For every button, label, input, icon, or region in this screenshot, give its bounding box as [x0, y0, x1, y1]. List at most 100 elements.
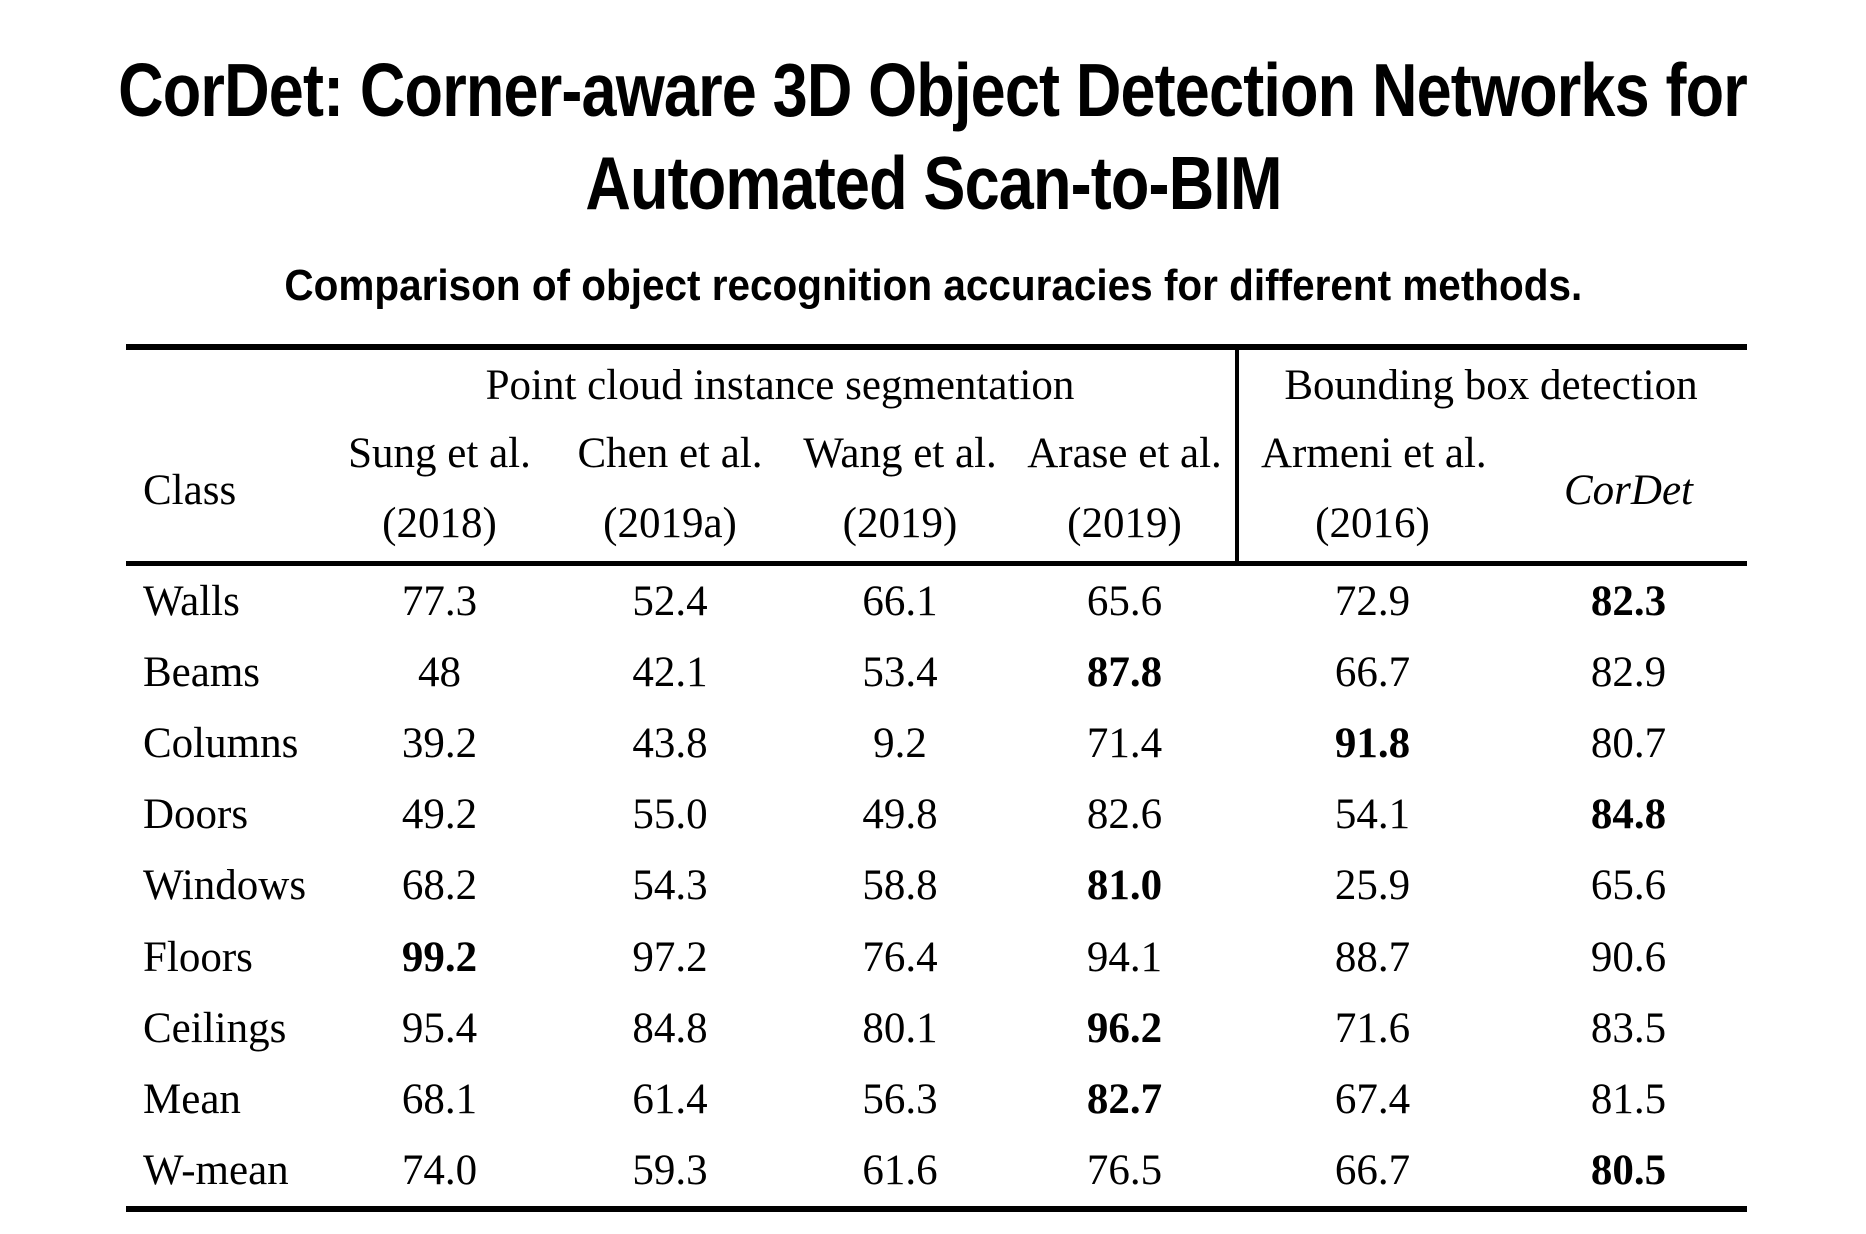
paper-title-line-2: Automated Scan-to-BIM [0, 133, 1866, 233]
paper-title-line-2-text: Automated Scan-to-BIM [584, 141, 1282, 225]
table-row: Windows 68.2 54.3 58.8 81.0 25.9 65.6 [126, 850, 1747, 921]
method-year: (2018) [382, 500, 497, 547]
class-cell: W-mean [143, 1146, 289, 1194]
method-name: Sung et al. [348, 429, 531, 477]
value-cell: 71.4 [1086, 720, 1163, 768]
value-cell: 49.8 [862, 791, 938, 839]
column-header-cordet: CorDet [1564, 467, 1693, 514]
value-cell: 91.8 [1334, 720, 1411, 768]
class-cell: Doors [143, 791, 249, 839]
class-cell: Walls [143, 578, 240, 626]
column-group-segmentation: Point cloud instance segmentation [485, 361, 1075, 409]
value-cell: 56.3 [862, 1075, 938, 1123]
class-cell: Windows [143, 862, 307, 910]
value-cell: 66.7 [1334, 1146, 1411, 1194]
method-name: Arase et al. [1027, 429, 1222, 477]
results-table: Point cloud instance segmentation Boundi… [126, 344, 1747, 1212]
table-row: Columns 39.2 43.8 9.2 71.4 91.8 80.7 [126, 708, 1747, 779]
class-cell: Columns [143, 720, 299, 768]
value-cell: 52.4 [632, 578, 708, 626]
table-row: Walls 77.3 52.4 66.1 65.6 72.9 82.3 [126, 566, 1747, 637]
value-cell: 82.6 [1086, 791, 1163, 839]
value-cell: 96.2 [1086, 1004, 1163, 1052]
value-cell: 61.6 [862, 1146, 938, 1194]
value-cell: 66.7 [1334, 649, 1411, 697]
method-year: (2019a) [603, 500, 737, 547]
value-cell: 82.9 [1590, 649, 1667, 697]
value-cell: 42.1 [632, 649, 708, 697]
value-cell: 55.0 [632, 791, 708, 839]
value-cell: 87.8 [1086, 649, 1163, 697]
table-row: Mean 68.1 61.4 56.3 82.7 67.4 81.5 [126, 1064, 1747, 1135]
table-row: Ceilings 95.4 84.8 80.1 96.2 71.6 83.5 [126, 993, 1747, 1064]
value-cell: 65.6 [1086, 578, 1163, 626]
table-row: W-mean 74.0 59.3 61.6 76.5 66.7 80.5 [126, 1135, 1747, 1206]
value-cell: 65.6 [1590, 862, 1667, 910]
value-cell: 67.4 [1334, 1075, 1411, 1123]
header-vertical-divider [1235, 350, 1239, 561]
class-cell: Floors [143, 933, 253, 981]
method-year: (2019) [1067, 500, 1182, 547]
value-cell: 84.8 [632, 1004, 708, 1052]
value-cell: 43.8 [632, 720, 708, 768]
table-row: Doors 49.2 55.0 49.8 82.6 54.1 84.8 [126, 779, 1747, 850]
column-header-chen: Chen et al. (2019a) [554, 420, 786, 561]
method-year: (2016) [1315, 500, 1430, 547]
value-cell: 94.1 [1086, 933, 1163, 981]
value-cell: 83.5 [1590, 1004, 1667, 1052]
value-cell: 48 [418, 649, 461, 697]
value-cell: 76.4 [862, 933, 938, 981]
column-header-armeni: Armeni et al. (2016) [1235, 420, 1510, 561]
table-row: Floors 99.2 97.2 76.4 94.1 88.7 90.6 [126, 921, 1747, 992]
value-cell: 59.3 [632, 1146, 708, 1194]
value-cell: 80.7 [1590, 720, 1667, 768]
value-cell: 54.3 [632, 862, 708, 910]
class-cell: Mean [143, 1075, 241, 1123]
column-header-arase: Arase et al. (2019) [1014, 420, 1235, 561]
table-body: Walls 77.3 52.4 66.1 65.6 72.9 82.3 Beam… [126, 566, 1747, 1206]
value-cell: 39.2 [401, 720, 478, 768]
method-name: Armeni et al. [1261, 429, 1487, 477]
value-cell: 49.2 [401, 791, 478, 839]
value-cell: 81.5 [1590, 1075, 1667, 1123]
value-cell: 66.1 [862, 578, 938, 626]
value-cell: 25.9 [1334, 862, 1411, 910]
method-name: Wang et al. [803, 429, 997, 477]
value-cell: 84.8 [1590, 791, 1667, 839]
value-cell: 97.2 [632, 933, 708, 981]
value-cell: 72.9 [1334, 578, 1411, 626]
method-name: Chen et al. [577, 429, 763, 477]
value-cell: 71.6 [1334, 1004, 1411, 1052]
column-header-sung: Sung et al. (2018) [325, 420, 554, 561]
paper-title-line-1-text: CorDet: Corner-aware 3D Object Detection… [118, 48, 1749, 132]
value-cell: 54.1 [1334, 791, 1411, 839]
value-cell: 95.4 [401, 1004, 478, 1052]
method-year: (2019) [842, 500, 958, 547]
value-cell: 81.0 [1086, 862, 1163, 910]
table-header: Point cloud instance segmentation Boundi… [126, 350, 1747, 566]
value-cell: 68.2 [401, 862, 478, 910]
class-cell: Beams [143, 649, 261, 697]
value-cell: 80.5 [1590, 1146, 1667, 1194]
value-cell: 74.0 [401, 1146, 478, 1194]
column-group-detection: Bounding box detection [1284, 361, 1698, 409]
value-cell: 99.2 [401, 933, 478, 981]
value-cell: 58.8 [862, 862, 938, 910]
value-cell: 82.7 [1086, 1075, 1163, 1123]
value-cell: 76.5 [1086, 1146, 1163, 1194]
column-header-wang: Wang et al. (2019) [786, 420, 1014, 561]
value-cell: 77.3 [401, 578, 478, 626]
value-cell: 88.7 [1334, 933, 1411, 981]
value-cell: 80.1 [862, 1004, 938, 1052]
table-row: Beams 48 42.1 53.4 87.8 66.7 82.9 [126, 637, 1747, 708]
value-cell: 61.4 [632, 1075, 708, 1123]
paper-title-line-1: CorDet: Corner-aware 3D Object Detection… [0, 40, 1866, 140]
table-caption-text: Comparison of object recognition accurac… [284, 261, 1582, 310]
column-header-class: Class [143, 467, 237, 514]
value-cell: 9.2 [873, 720, 927, 768]
value-cell: 90.6 [1590, 933, 1667, 981]
class-cell: Ceilings [143, 1004, 287, 1052]
value-cell: 53.4 [862, 649, 938, 697]
value-cell: 68.1 [401, 1075, 478, 1123]
